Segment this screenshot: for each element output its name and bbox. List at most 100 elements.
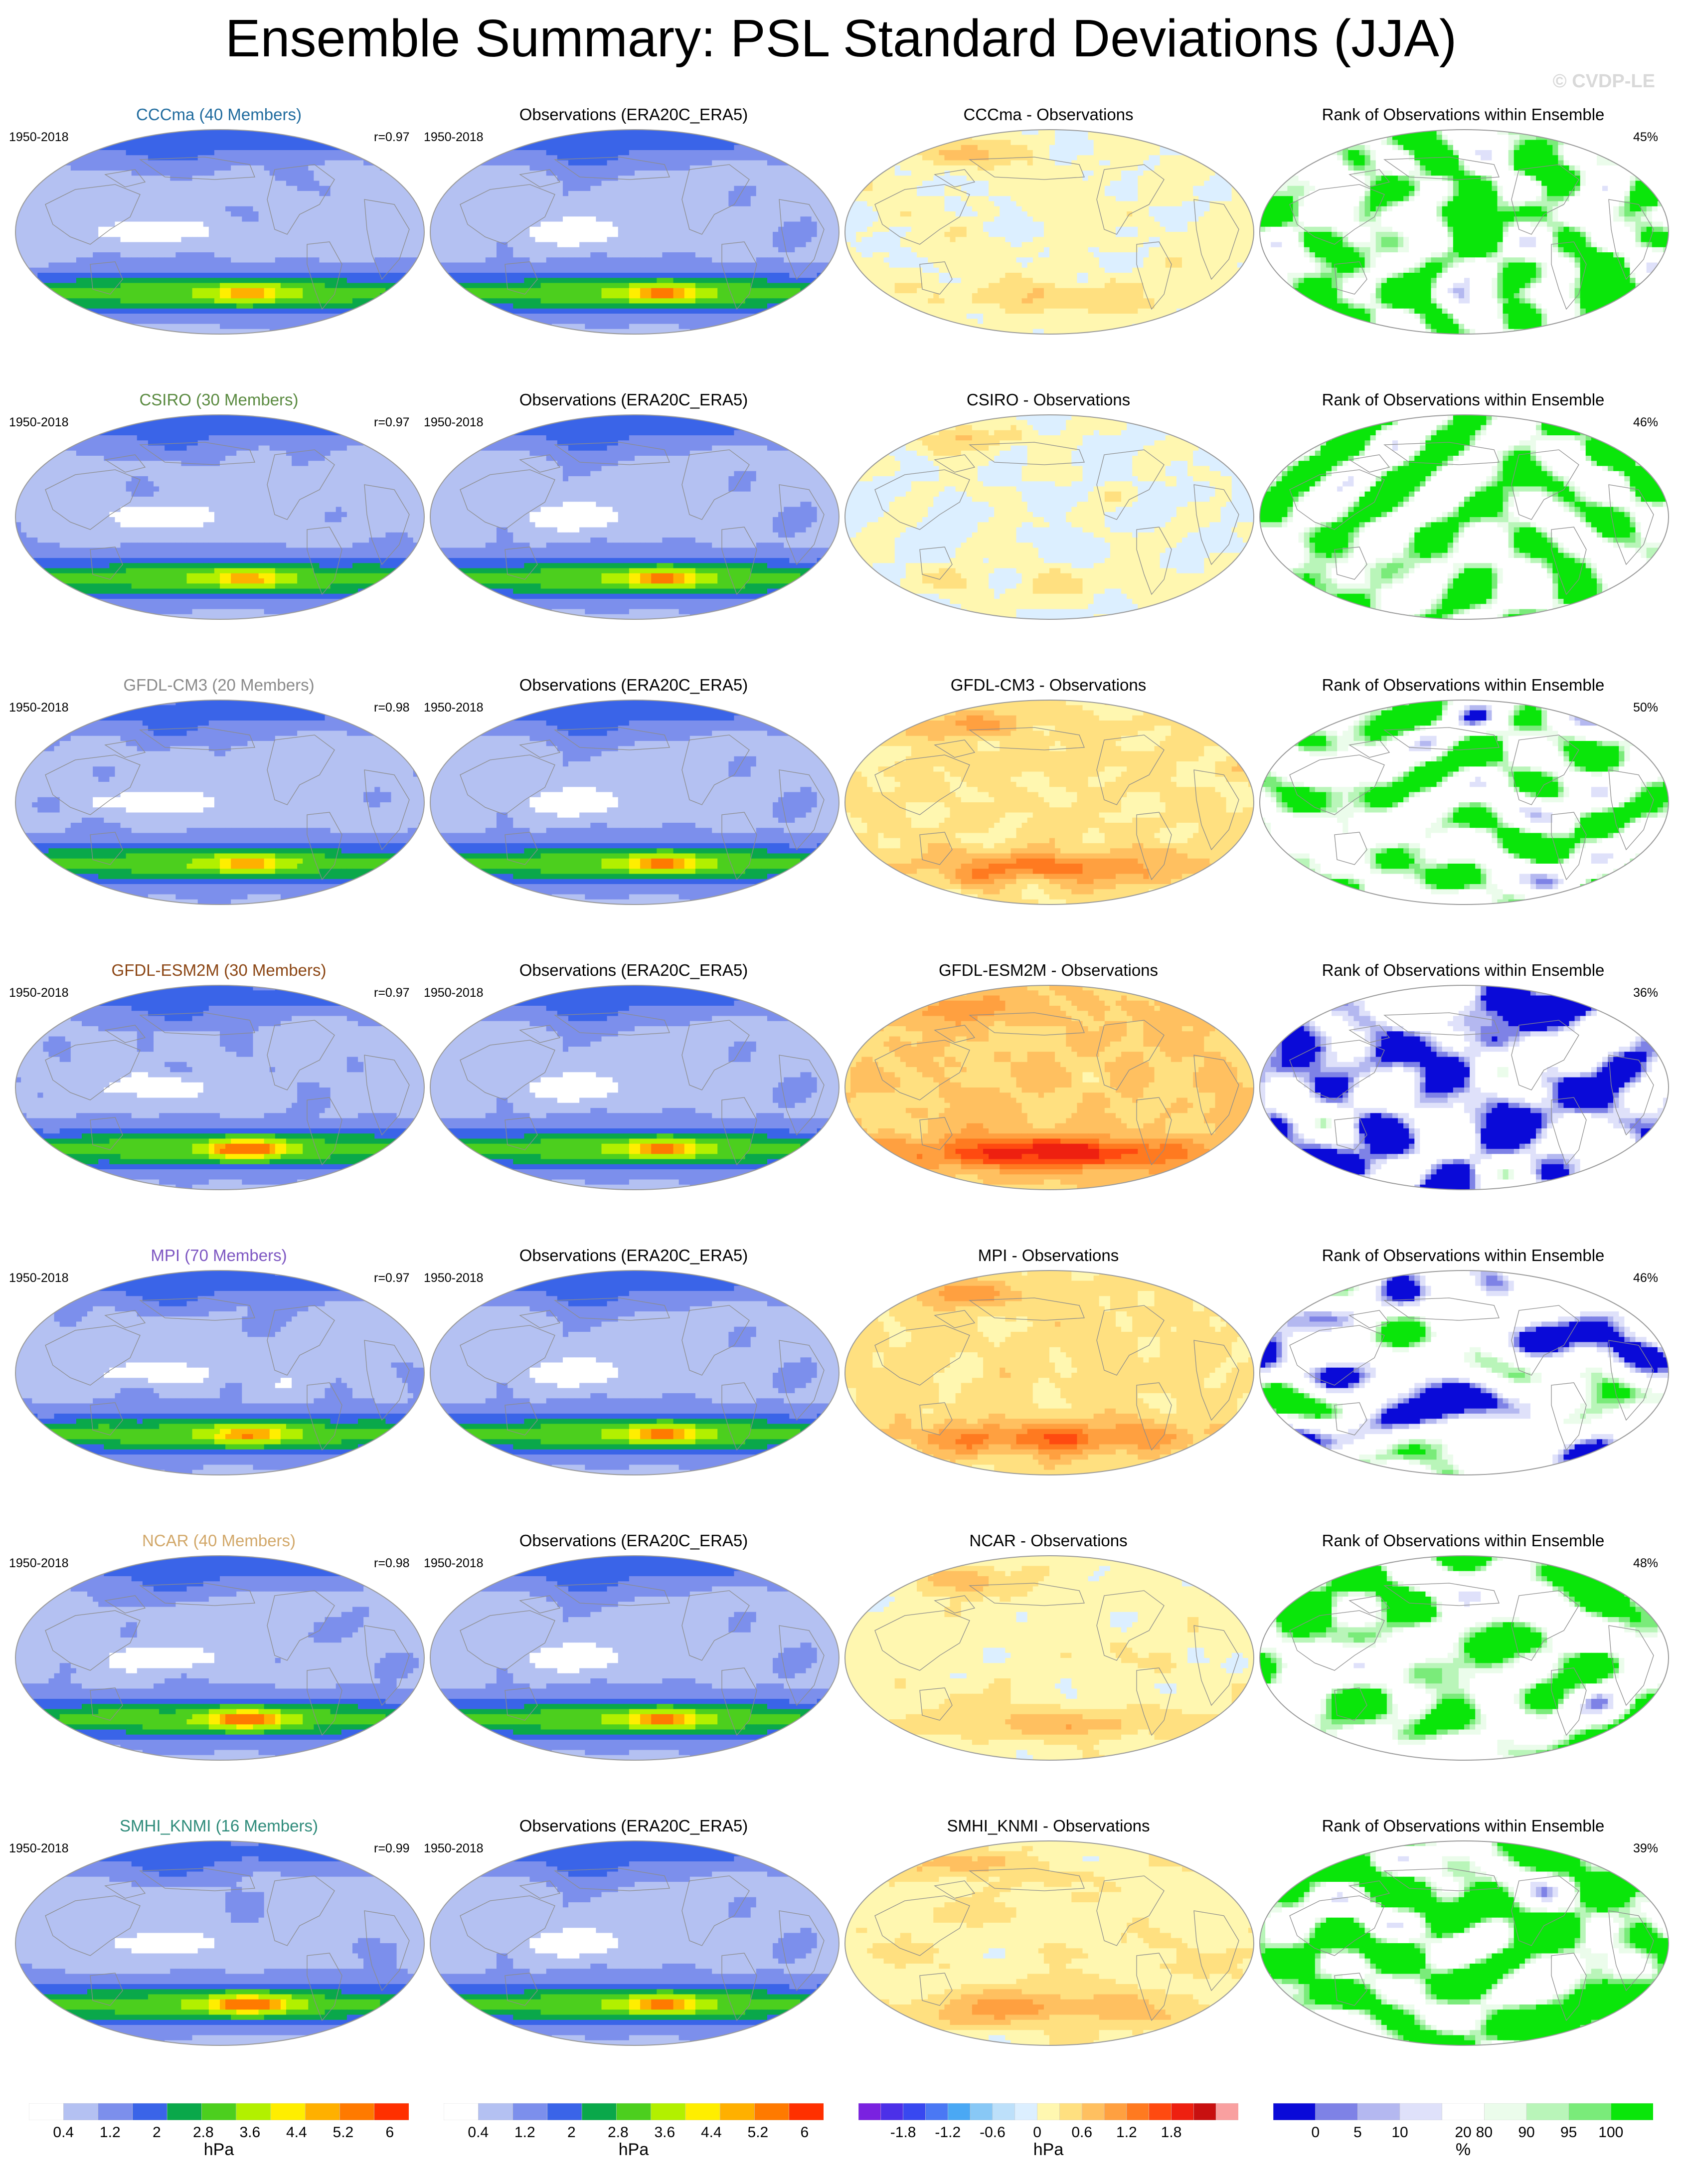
colorbar-swatch [339, 2103, 374, 2120]
obs-sd-map-gfdl_esm2m [429, 984, 840, 1191]
colorbar-tick-label: 5 [1353, 2124, 1362, 2141]
colorbar-swatch [1273, 2103, 1316, 2120]
rank-map-cccma [1259, 129, 1670, 335]
diff-bar [858, 2103, 1238, 2120]
diff-map-csiro [844, 414, 1255, 620]
colorbar-swatch [374, 2103, 409, 2120]
rank-panel-title: Rank of Observations within Ensemble [1253, 960, 1673, 980]
rank-panel-title: Rank of Observations within Ensemble [1253, 105, 1673, 125]
colorbar-unit-label: hPa [1033, 2140, 1064, 2159]
colorbar-tick-label: 5.2 [748, 2124, 769, 2141]
colorbar-tick-label: -1.2 [935, 2124, 961, 2141]
colorbar-tick-label: 0.4 [468, 2124, 489, 2141]
rank-bar [1273, 2103, 1653, 2120]
colorbar-tick-label: 0 [1311, 2124, 1320, 2141]
diff-map-cccma [844, 129, 1255, 335]
colorbar-swatch [29, 2103, 64, 2120]
colorbar-unit-label: % [1456, 2140, 1471, 2159]
colorbar-swatch [1484, 2103, 1526, 2120]
colorbar-swatch [1611, 2103, 1653, 2120]
model-sd-map-ncar [14, 1555, 425, 1761]
colorbar-tick-label: 20 [1455, 2124, 1471, 2141]
colorbar-tick-label: 4.4 [286, 2124, 307, 2141]
colorbar-swatch [685, 2103, 720, 2120]
colorbar-swatch [616, 2103, 651, 2120]
colorbar-tick-label: 100 [1598, 2124, 1623, 2141]
obs-panel-title: Observations (ERA20C_ERA5) [424, 1531, 843, 1551]
colorbar-swatch [513, 2103, 548, 2120]
colorbar-tick-label: -0.6 [980, 2124, 1006, 2141]
colorbar-tick-label: 2.8 [608, 2124, 629, 2141]
colorbar-swatch [201, 2103, 236, 2120]
obs-panel-title: Observations (ERA20C_ERA5) [424, 960, 843, 980]
colorbar-swatch [858, 2103, 881, 2120]
colorbar-swatch [1526, 2103, 1569, 2120]
model-panel-title: GFDL-ESM2M (30 Members) [9, 960, 429, 980]
colorbar-unit-label: hPa [204, 2140, 234, 2159]
model-sd-map-gfdl_esm2m [14, 984, 425, 1191]
colorbar-unit-label: hPa [619, 2140, 649, 2159]
colorbar-tick-label: 6 [801, 2124, 809, 2141]
rank-map-csiro [1259, 414, 1670, 620]
rank-map-mpi [1259, 1270, 1670, 1476]
model-sd-map-smhi_knmi [14, 1840, 425, 2046]
colorbar-tick-label: 95 [1560, 2124, 1577, 2141]
colorbar-swatch [925, 2103, 948, 2120]
colorbar-swatch [948, 2103, 970, 2120]
colorbar-swatch [63, 2103, 98, 2120]
rank-panel-title: Rank of Observations within Ensemble [1253, 390, 1673, 410]
colorbar-swatch [1193, 2103, 1216, 2120]
diff-map-mpi [844, 1270, 1255, 1476]
colorbar-tick-label: 0.4 [53, 2124, 74, 2141]
model-panel-title: MPI (70 Members) [9, 1246, 429, 1266]
diff-panel-title: SMHI_KNMI - Observations [839, 1816, 1258, 1836]
colorbar-swatch [1104, 2103, 1127, 2120]
diff-panel-title: MPI - Observations [839, 1246, 1258, 1266]
rank-panel-title: Rank of Observations within Ensemble [1253, 1816, 1673, 1836]
colorbar-swatch [970, 2103, 993, 2120]
diff-panel-title: GFDL-CM3 - Observations [839, 675, 1258, 695]
colorbar-tick-label: 1.8 [1161, 2124, 1182, 2141]
model-panel-title: CCCma (40 Members) [9, 105, 429, 125]
colorbar-tick-label: 5.2 [333, 2124, 354, 2141]
obs-panel-title: Observations (ERA20C_ERA5) [424, 390, 843, 410]
diff-panel-title: CSIRO - Observations [839, 390, 1258, 410]
obs-sd-map-smhi_knmi [429, 1840, 840, 2046]
colorbar-swatch [1316, 2103, 1358, 2120]
colorbar-tick-label: 2 [153, 2124, 161, 2141]
colorbar-swatch [271, 2103, 306, 2120]
colorbar-swatch [582, 2103, 617, 2120]
colorbar-swatch [1059, 2103, 1082, 2120]
rank-map-ncar [1259, 1555, 1670, 1761]
obs-panel-title: Observations (ERA20C_ERA5) [424, 1246, 843, 1266]
obs-sd-map-ncar [429, 1555, 840, 1761]
rank-map-gfdl_esm2m [1259, 984, 1670, 1191]
obs-sd-map-cccma [429, 129, 840, 335]
diff-map-smhi_knmi [844, 1840, 1255, 2046]
colorbar-tick-label: 3.6 [239, 2124, 260, 2141]
colorbar-swatch [993, 2103, 1015, 2120]
rank-map-smhi_knmi [1259, 1840, 1670, 2046]
model-sd-map-csiro [14, 414, 425, 620]
rank-panel-title: Rank of Observations within Ensemble [1253, 675, 1673, 695]
colorbar-swatch [789, 2103, 824, 2120]
diff-map-gfdl_esm2m [844, 984, 1255, 1191]
obs-sd-map-gfdl_cm3 [429, 699, 840, 906]
colorbar-swatch [133, 2103, 168, 2120]
colorbar-tick-label: 90 [1518, 2124, 1534, 2141]
rank-map-gfdl_cm3 [1259, 699, 1670, 906]
model-panel-title: NCAR (40 Members) [9, 1531, 429, 1551]
colorbar-swatch [1037, 2103, 1060, 2120]
obs-panel-title: Observations (ERA20C_ERA5) [424, 675, 843, 695]
diff-panel-title: GFDL-ESM2M - Observations [839, 960, 1258, 980]
colorbar-swatch [1357, 2103, 1400, 2120]
obs-panel-title: Observations (ERA20C_ERA5) [424, 105, 843, 125]
colorbar-swatch [1400, 2103, 1442, 2120]
colorbar-tick-label: -1.8 [890, 2124, 916, 2141]
colorbar-swatch [881, 2103, 903, 2120]
colorbar-swatch [1569, 2103, 1611, 2120]
colorbar-swatch [1082, 2103, 1104, 2120]
colorbar-swatch [167, 2103, 202, 2120]
sd-bar-1 [29, 2103, 409, 2120]
colorbar-swatch [236, 2103, 271, 2120]
